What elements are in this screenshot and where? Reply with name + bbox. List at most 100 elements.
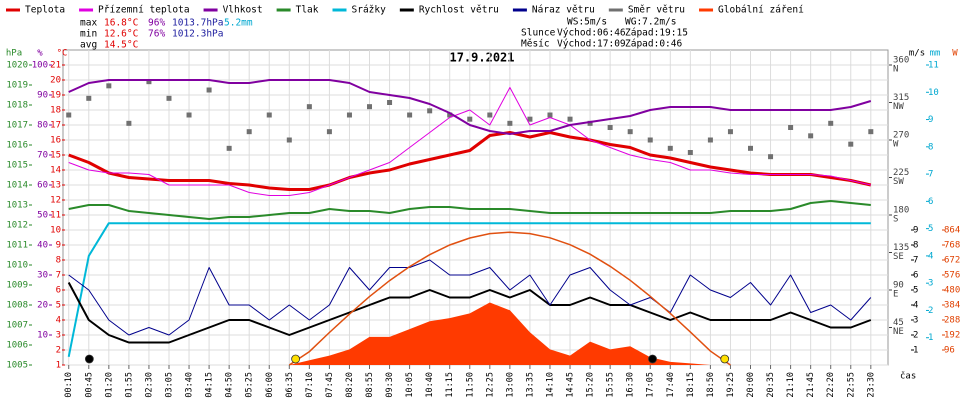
x-tick-label: 02:30 [144, 372, 154, 398]
sun-info: Slunce [521, 28, 556, 39]
y-tick-label: 8 [928, 142, 933, 152]
stat-value: 16.8°C [104, 18, 138, 29]
x-tick-label: 16:30 [626, 372, 636, 398]
x-tick-label: 11:15 [445, 372, 455, 398]
x-tick-label: 20:35 [766, 372, 776, 398]
stat-value: 76% [148, 29, 165, 40]
legend-entry: Teplota [25, 5, 65, 16]
y-tick-label: 1 [56, 361, 61, 371]
x-tick-label: 21:45 [806, 372, 816, 398]
y-tick-label: SE [893, 252, 904, 262]
series-line [68, 200, 871, 220]
x-tick-label: 03:05 [164, 372, 174, 398]
x-tick-label: 00:45 [84, 372, 94, 398]
y-tick-label: 100 [32, 61, 48, 71]
direction-point [427, 108, 433, 114]
axis-unit: m/s [909, 49, 925, 59]
y-tick-label: 4 [928, 251, 933, 261]
y-tick-label: 20 [37, 301, 48, 311]
x-tick-label: 00:10 [64, 372, 74, 398]
y-tick-label: NE [893, 327, 904, 337]
y-tick-label: 576 [944, 271, 960, 281]
x-tick-label: 01:55 [124, 372, 134, 398]
y-tick-label: 7 [928, 170, 933, 180]
legend-entry: Směr větru [628, 5, 685, 16]
y-tick-label: 1013 [6, 201, 28, 211]
y-tick-label: 315 [893, 93, 909, 103]
y-tick-label: 2 [913, 331, 918, 341]
x-tick-label: 10:05 [405, 372, 415, 398]
y-tick-label: 4 [913, 301, 918, 311]
direction-point [487, 112, 493, 118]
direction-point [848, 141, 854, 147]
y-tick-label: 1005 [6, 361, 28, 371]
direction-point [387, 100, 393, 105]
y-tick-label: 8 [56, 256, 61, 266]
legend-entry: Globální záření [718, 5, 804, 16]
x-tick-label: 14:10 [545, 372, 555, 398]
direction-point [407, 112, 413, 118]
sun-moon-marker [84, 354, 94, 364]
y-tick-label: 1 [928, 333, 933, 343]
y-tick-label: W [893, 140, 899, 150]
x-tick-label: 15:20 [586, 372, 596, 398]
direction-point [186, 112, 192, 118]
direction-point [647, 137, 653, 143]
stat-value: 1013.7hPa [172, 18, 223, 29]
y-tick-label: 10 [50, 226, 61, 236]
series-line [68, 87, 871, 196]
sun-info: Západ:19:15 [625, 28, 688, 39]
x-tick-label: 10:40 [425, 372, 435, 398]
series-line [67, 222, 871, 357]
sun-moon-marker [720, 354, 730, 364]
direction-point [166, 95, 172, 101]
chart-title: 17.9.2021 [449, 51, 514, 65]
y-tick-label: 5 [928, 224, 933, 234]
legend-entry: Vlhkost [223, 5, 263, 16]
y-tick-label: 2 [928, 306, 933, 316]
y-tick-label: 192 [944, 331, 960, 341]
direction-point [607, 125, 613, 130]
legend-entry: Rychlost větru [419, 5, 499, 16]
x-tick-label: 05:25 [245, 372, 255, 398]
axis-unit: mm [930, 49, 941, 59]
y-tick-label: 20 [50, 76, 61, 86]
y-tick-label: S [893, 215, 898, 225]
x-tick-label: 15:55 [606, 372, 616, 398]
y-tick-label: 60 [37, 181, 48, 191]
direction-point [808, 133, 814, 139]
y-tick-label: 13 [50, 181, 61, 191]
direction-point [126, 120, 132, 126]
moon-info: Východ:17:09 [557, 39, 626, 50]
stat-value: 14.5°C [104, 40, 138, 51]
direction-point [66, 112, 72, 118]
direction-point [467, 116, 473, 122]
y-tick-label: 5 [913, 286, 918, 296]
y-tick-label: 6 [56, 286, 61, 296]
radiation-area [68, 302, 871, 365]
x-tick-label: 14:45 [566, 372, 576, 398]
x-tick-label: 01:20 [104, 372, 114, 398]
y-tick-label: 11 [928, 61, 939, 71]
x-tick-label: 08:55 [365, 372, 375, 398]
x-tick-label: 22:20 [826, 372, 836, 398]
direction-point [627, 129, 633, 135]
y-tick-label: 1017 [6, 121, 28, 131]
direction-point [727, 129, 733, 135]
direction-point [146, 79, 152, 85]
y-tick-label: 90 [37, 91, 48, 101]
x-tick-label: 22:55 [846, 372, 856, 398]
direction-point [687, 150, 693, 155]
y-tick-label: 80 [37, 121, 48, 131]
y-tick-label: 45 [893, 318, 904, 328]
y-tick-label: 1006 [6, 341, 28, 351]
y-tick-label: 16 [50, 136, 61, 146]
y-tick-label: 4 [56, 316, 61, 326]
legend-entry: Náraz větru [532, 5, 595, 16]
x-tick-label: 21:10 [786, 372, 796, 398]
sun-moon-marker [648, 354, 657, 364]
direction-point [567, 116, 573, 122]
y-tick-label: 8 [913, 241, 918, 251]
stat-value: 1012.3hPa [172, 29, 223, 40]
legend-entry: Přízemní teplota [98, 5, 190, 16]
